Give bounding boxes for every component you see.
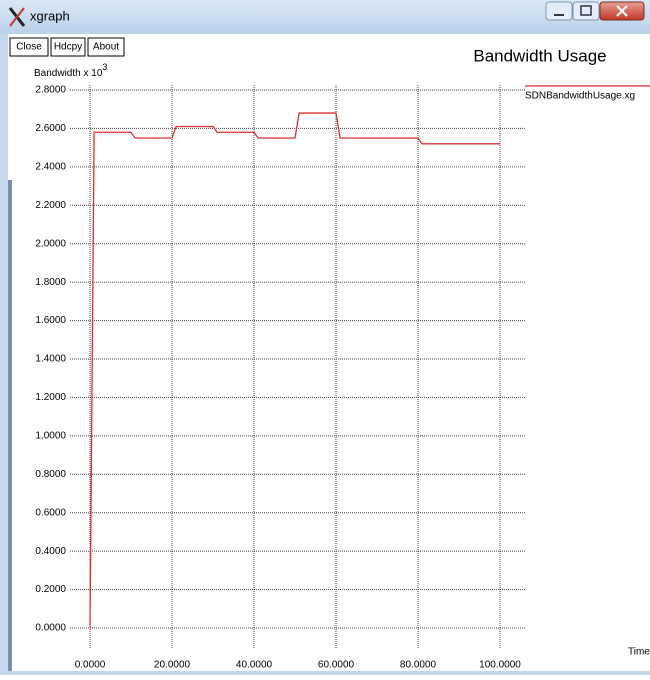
toolbar-button-label: About [93, 42, 119, 53]
x-tick-label: 80.0000 [400, 660, 437, 671]
y-tick-label: 1.0000 [35, 430, 66, 441]
client-area [8, 34, 650, 671]
maximize-icon [580, 5, 592, 16]
y-label-exponent: 3 [102, 62, 107, 72]
window-title: xgraph [30, 8, 70, 23]
y-tick-label: 0.4000 [35, 546, 66, 557]
y-tick-label: 1.8000 [35, 277, 66, 288]
y-axis-label: Bandwidth x 103 [34, 62, 107, 78]
y-tick-label: 1.4000 [35, 354, 66, 365]
y-tick-label: 1.2000 [35, 392, 66, 403]
toolbar-button[interactable] [9, 37, 49, 57]
y-tick-label: 0.2000 [35, 584, 66, 595]
app-icon [8, 7, 26, 27]
x-axis-label: Time [628, 647, 650, 658]
y-tick-label: 2.4000 [35, 161, 66, 172]
x-tick-label: 100.0000 [479, 660, 521, 671]
x-tick-label: 0.0000 [75, 660, 106, 671]
y-tick-label: 1.6000 [35, 315, 66, 326]
legend-label: SDNBandwidthUsage.xg [525, 91, 635, 102]
y-tick-label: 0.8000 [35, 469, 66, 480]
y-tick-label: 0.0000 [35, 623, 66, 634]
y-tick-label: 0.6000 [35, 507, 66, 518]
maximize-button[interactable] [572, 1, 600, 21]
title-bar [0, 0, 650, 34]
frame-edge [8, 180, 12, 671]
y-tick-label: 2.8000 [35, 85, 66, 96]
toolbar-button[interactable] [87, 37, 125, 57]
y-label-text: Bandwidth x 10 [34, 68, 103, 79]
y-tick-label: 2.2000 [35, 200, 66, 211]
toolbar-button-label: Hdcpy [54, 42, 82, 53]
toolbar-button[interactable] [50, 37, 86, 57]
data-line [89, 112, 500, 629]
x-tick-label: 20.0000 [154, 660, 191, 671]
minimize-button[interactable] [545, 1, 573, 21]
y-tick-label: 2.0000 [35, 238, 66, 249]
x-tick-label: 40.0000 [236, 660, 273, 671]
toolbar-button-label: Close [16, 42, 42, 53]
y-tick-label: 2.6000 [35, 123, 66, 134]
x-tick-label: 60.0000 [318, 660, 355, 671]
close-icon [616, 5, 628, 17]
chart-title: Bandwidth Usage [473, 46, 606, 65]
